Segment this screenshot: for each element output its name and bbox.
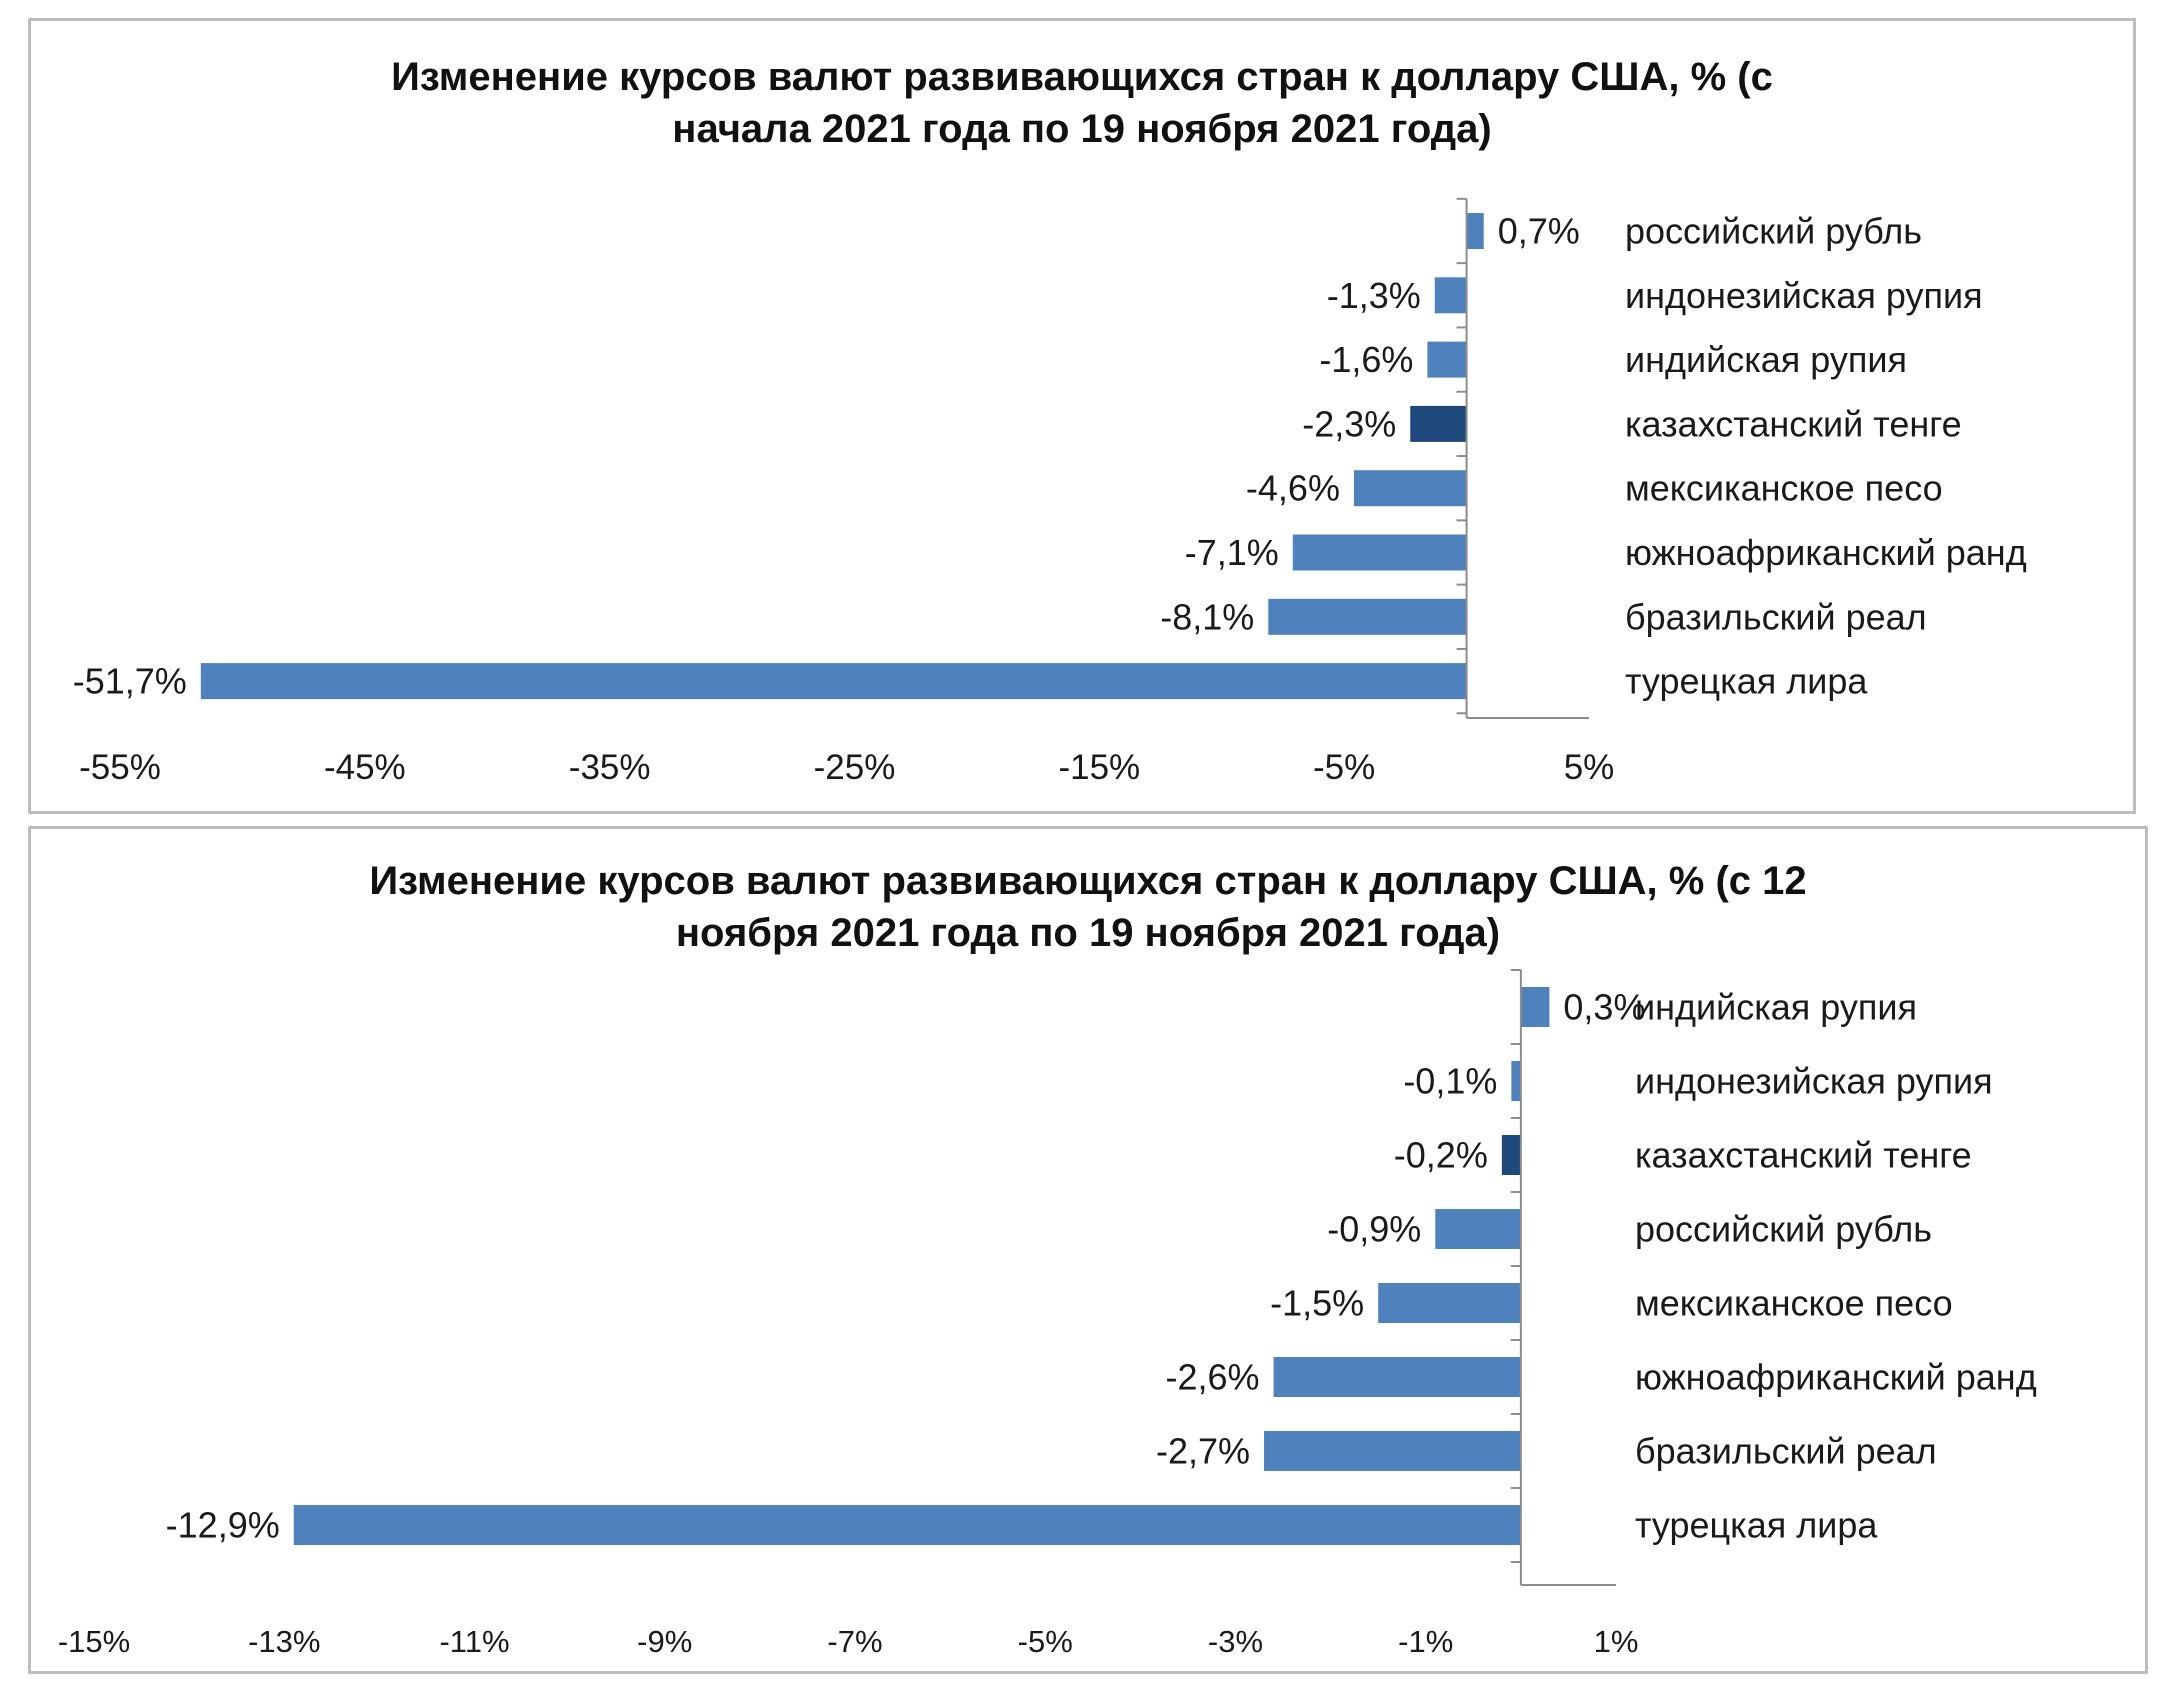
chart-title: Изменение курсов валют развивающихся стр… — [369, 859, 1807, 955]
data-label: -12,9% — [166, 1505, 280, 1546]
x-tick-label: -3% — [1208, 1624, 1263, 1659]
x-tick-label: -7% — [827, 1624, 882, 1659]
data-label: -1,5% — [1270, 1283, 1364, 1324]
chart-title: Изменение курсов валют развивающихся стр… — [391, 55, 1773, 151]
category-label: турецкая лира — [1625, 661, 1868, 702]
data-label: -4,6% — [1246, 468, 1340, 509]
bar — [1434, 277, 1467, 314]
x-tick-label: 1% — [1594, 1624, 1639, 1659]
category-label: индийская рупия — [1635, 987, 1917, 1028]
bar — [1353, 470, 1467, 507]
bar — [200, 663, 1467, 700]
data-label: -1,3% — [1327, 275, 1421, 316]
x-tick-label: -35% — [569, 748, 651, 787]
category-label: южноафриканский ранд — [1625, 532, 2027, 573]
chart-panel-1: Изменение курсов валют развивающихся стр… — [28, 18, 2136, 814]
x-tick-label: -11% — [439, 1624, 509, 1659]
data-label: -1,6% — [1319, 339, 1413, 380]
category-label: южноафриканский ранд — [1635, 1357, 2037, 1398]
chart-panel-2: Изменение курсов валют развивающихся стр… — [28, 826, 2148, 1674]
data-label: 0,7% — [1498, 211, 1580, 252]
data-label: -2,7% — [1156, 1431, 1250, 1472]
bar — [1273, 1357, 1521, 1397]
bar — [1427, 341, 1467, 378]
bar — [1264, 1431, 1521, 1471]
x-tick-label: -15% — [1058, 748, 1140, 787]
category-label: российский рубль — [1635, 1209, 1932, 1250]
bar — [1520, 987, 1550, 1027]
data-label: -2,6% — [1166, 1357, 1260, 1398]
category-label: российский рубль — [1625, 211, 1922, 252]
data-label: -0,9% — [1327, 1209, 1421, 1250]
data-label: -8,1% — [1160, 596, 1254, 637]
x-tick-label: -25% — [814, 748, 896, 787]
bar — [293, 1505, 1521, 1545]
x-tick-label: -5% — [1018, 1624, 1073, 1659]
bar — [1511, 1061, 1521, 1101]
category-label: бразильский реал — [1635, 1431, 1937, 1472]
bar — [1466, 213, 1484, 249]
data-label: -7,1% — [1185, 532, 1279, 573]
x-tick-label: -55% — [79, 748, 161, 787]
bar — [1378, 1283, 1521, 1323]
x-tick-label: -13% — [248, 1624, 320, 1659]
bar-chart-1: 0,7% российский рубль -1,3% индонезийская р… — [73, 197, 2027, 787]
category-label: индонезийская рупия — [1635, 1061, 1993, 1102]
bar — [1501, 1135, 1521, 1175]
x-tick-label: -15% — [58, 1624, 130, 1659]
category-label: бразильский реал — [1625, 596, 1927, 637]
data-label: -0,2% — [1394, 1135, 1488, 1176]
category-label: мексиканское песо — [1635, 1283, 1953, 1324]
bar-chart-2: 0,3%индийская рупия -0,1% индонезийская ру… — [58, 969, 2037, 1659]
bar — [1268, 598, 1467, 635]
bar — [1410, 405, 1467, 442]
category-label: индийская рупия — [1625, 339, 1907, 380]
x-tick-label: -1% — [1398, 1624, 1453, 1659]
x-tick-label: -45% — [324, 748, 406, 787]
category-label: казахстанский тенге — [1625, 403, 1962, 444]
category-label: казахстанский тенге — [1635, 1135, 1972, 1176]
data-label: 0,3% — [1563, 987, 1645, 1028]
x-tick-label: -5% — [1313, 748, 1375, 787]
category-label: мексиканское песо — [1625, 468, 1943, 509]
category-label: турецкая лира — [1635, 1505, 1878, 1546]
x-tick-label: 5% — [1564, 748, 1615, 787]
data-label: -2,3% — [1302, 403, 1396, 444]
data-label: -51,7% — [73, 661, 187, 702]
x-tick-label: -9% — [637, 1624, 692, 1659]
category-label: индонезийская рупия — [1625, 275, 1983, 316]
bar — [1292, 534, 1467, 571]
data-label: -0,1% — [1403, 1061, 1497, 1102]
bar — [1435, 1209, 1521, 1249]
